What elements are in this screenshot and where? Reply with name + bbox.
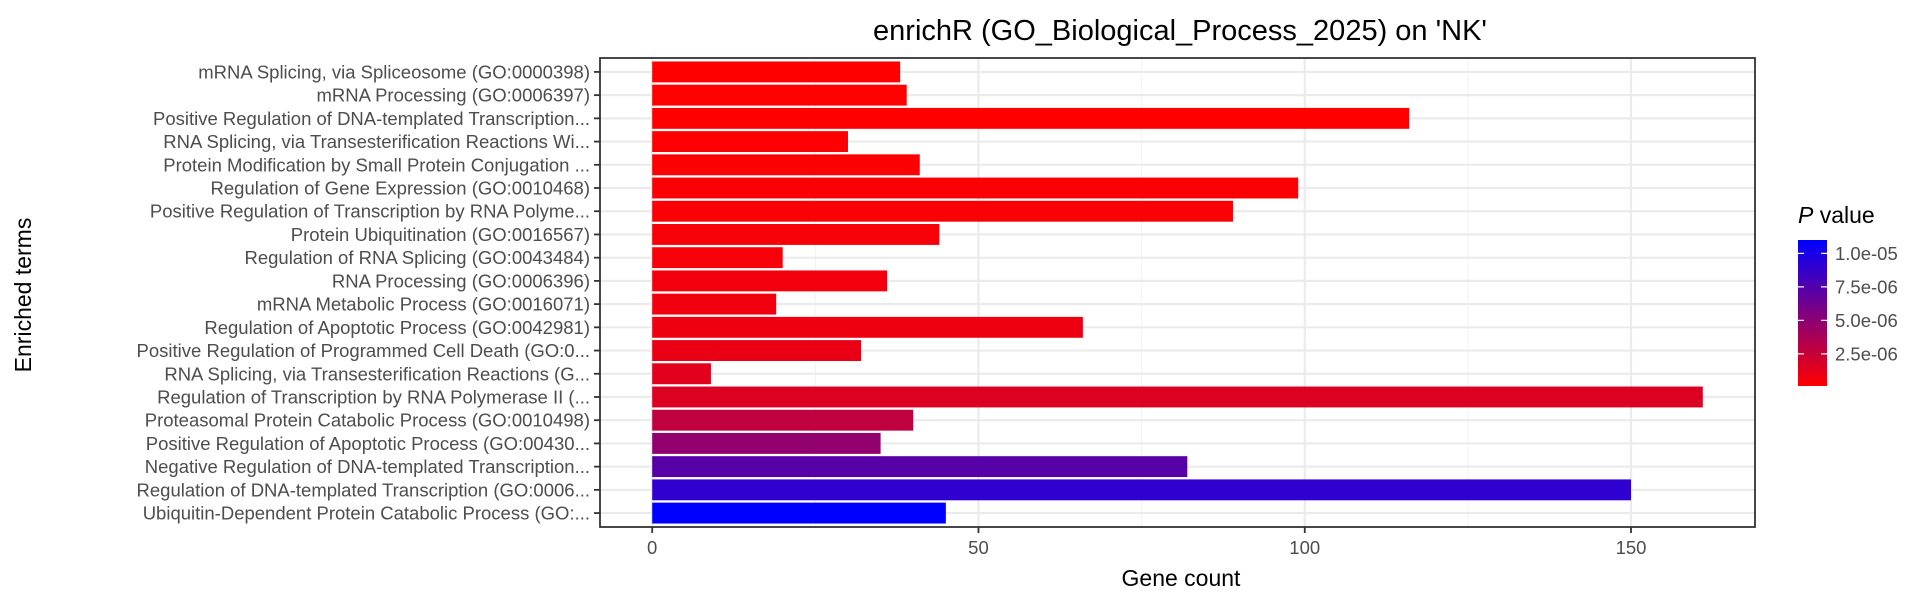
bar xyxy=(652,200,1233,222)
y-tick-label: Regulation of Transcription by RNA Polym… xyxy=(157,386,590,407)
y-tick-label: RNA Splicing, via Transesterification Re… xyxy=(163,131,590,152)
panel-border xyxy=(599,57,1756,528)
y-tick-label: Negative Regulation of DNA-templated Tra… xyxy=(145,456,590,477)
bar xyxy=(652,154,920,176)
colorbar-tick-label: 5.0e-06 xyxy=(1835,310,1898,331)
colorbar xyxy=(1798,240,1827,386)
bars xyxy=(652,61,1703,524)
legend-title-rest: value xyxy=(1813,202,1874,228)
bar xyxy=(652,84,907,106)
bar xyxy=(652,409,914,431)
bar xyxy=(652,456,1188,478)
x-tick-label: 100 xyxy=(1289,537,1320,558)
y-tick-label: Positive Regulation of DNA-templated Tra… xyxy=(153,108,590,129)
bar xyxy=(652,502,946,524)
bar xyxy=(652,247,783,269)
x-tick-label: 150 xyxy=(1616,537,1647,558)
bar xyxy=(652,316,1083,338)
x-tick-labels: 0 50 100 150 xyxy=(647,527,1646,558)
y-tick-label: Positive Regulation of Apoptotic Process… xyxy=(146,433,590,454)
bar xyxy=(652,363,711,385)
y-tick-label: Ubiquitin-Dependent Protein Catabolic Pr… xyxy=(143,503,590,524)
y-axis-title: Enriched terms xyxy=(10,218,36,373)
y-tick-label: Protein Modification by Small Protein Co… xyxy=(163,154,590,175)
colorbar-tick-label: 7.5e-06 xyxy=(1835,276,1898,297)
legend-title: P value xyxy=(1798,202,1875,228)
x-tick-label: 0 xyxy=(647,537,657,558)
legend: P value 1.0e-05 7.5e-06 5.0e-06 2.5e-06 xyxy=(1798,202,1898,386)
y-tick-labels: mRNA Splicing, via Spliceosome (GO:00003… xyxy=(137,61,600,524)
y-tick-label: Proteasomal Protein Catabolic Process (G… xyxy=(145,410,590,431)
bar xyxy=(652,61,901,83)
bar xyxy=(652,131,848,153)
bar xyxy=(652,177,1299,199)
y-tick-label: Positive Regulation of Programmed Cell D… xyxy=(137,340,590,361)
y-tick-label: Regulation of Apoptotic Process (GO:0042… xyxy=(204,317,590,338)
colorbar-tick-label: 1.0e-05 xyxy=(1835,243,1898,264)
bar xyxy=(652,479,1632,501)
legend-title-italic: P xyxy=(1798,202,1814,228)
bar xyxy=(652,293,777,315)
y-tick-label: mRNA Processing (GO:0006397) xyxy=(316,85,590,106)
bar xyxy=(652,340,862,361)
y-tick-label: mRNA Splicing, via Spliceosome (GO:00003… xyxy=(198,61,590,82)
y-tick-label: mRNA Metabolic Process (GO:0016071) xyxy=(257,294,590,315)
x-axis-title: Gene count xyxy=(1122,565,1242,591)
chart-title: enrichR (GO_Biological_Process_2025) on … xyxy=(873,15,1487,47)
bar xyxy=(652,270,888,292)
y-tick-label: Protein Ubiquitination (GO:0016567) xyxy=(291,224,590,245)
y-tick-label: RNA Splicing, via Transesterification Re… xyxy=(164,363,590,384)
x-tick-label: 50 xyxy=(968,537,989,558)
bar xyxy=(652,386,1703,408)
bar xyxy=(652,432,881,454)
bar xyxy=(652,224,940,245)
y-tick-label: Regulation of RNA Splicing (GO:0043484) xyxy=(244,247,590,268)
y-tick-label: Positive Regulation of Transcription by … xyxy=(150,201,590,222)
colorbar-tick-label: 2.5e-06 xyxy=(1835,343,1898,364)
y-tick-label: Regulation of DNA-templated Transcriptio… xyxy=(137,479,590,500)
colorbar-ticks: 1.0e-05 7.5e-06 5.0e-06 2.5e-06 xyxy=(1798,243,1898,364)
bar xyxy=(652,107,1410,129)
y-tick-label: Regulation of Gene Expression (GO:001046… xyxy=(211,178,590,199)
y-tick-label: RNA Processing (GO:0006396) xyxy=(332,270,590,291)
